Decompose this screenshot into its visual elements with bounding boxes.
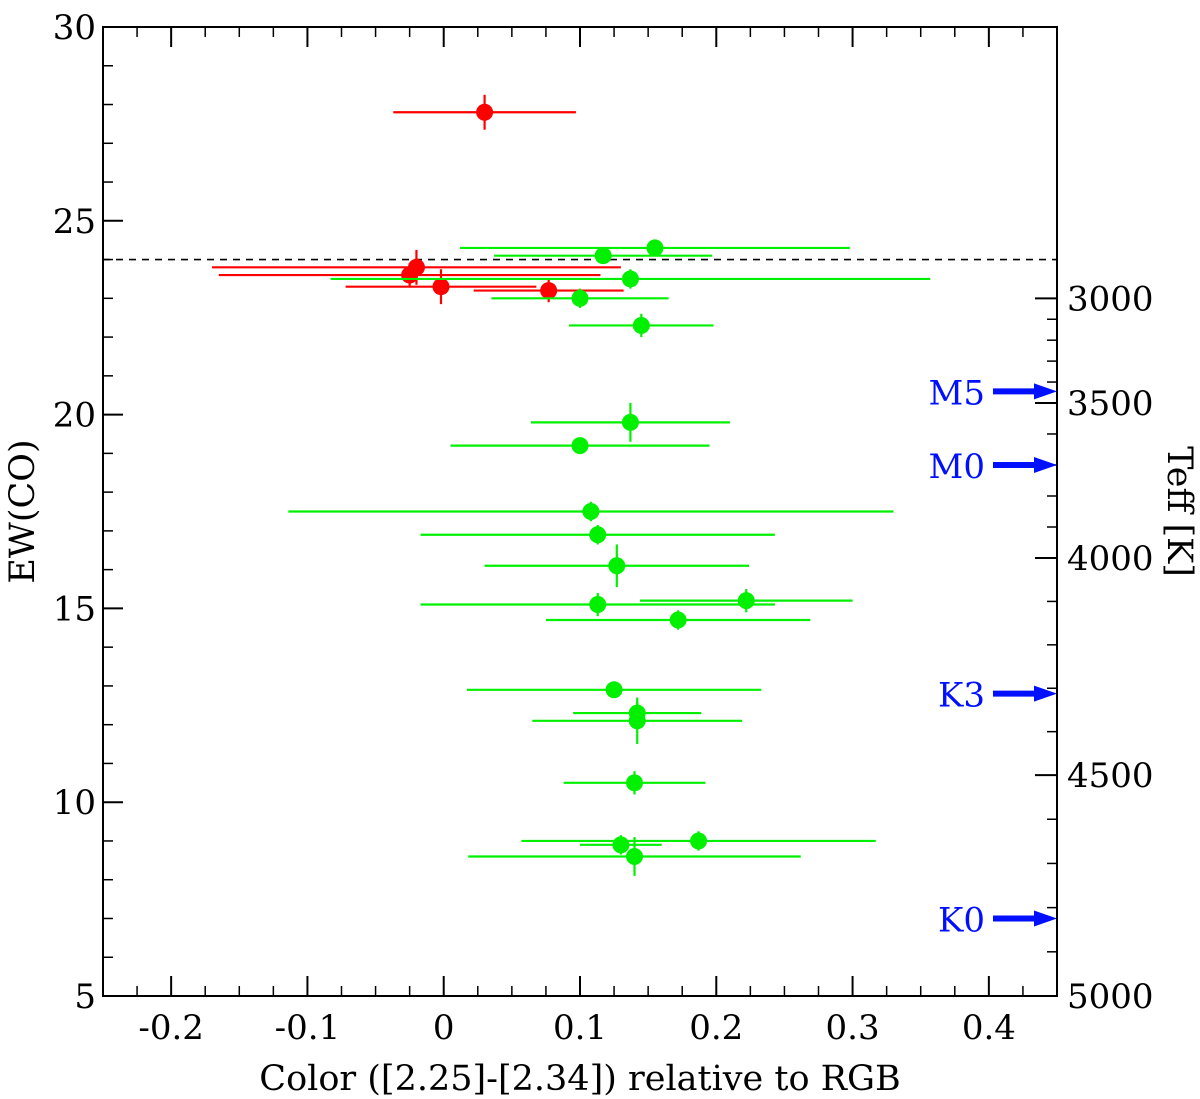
spectral-marker-m5: M5 <box>929 373 1057 413</box>
data-point <box>690 832 708 850</box>
data-point <box>628 712 646 730</box>
data-point <box>621 270 639 288</box>
x-tick-label: 0.3 <box>826 1008 880 1048</box>
y-tick-label: 20 <box>53 396 96 436</box>
data-point <box>621 413 639 431</box>
spectral-type-markers: M5 M0 K3 K0 <box>929 373 1057 940</box>
arrow-head-icon <box>1034 685 1057 702</box>
arrow-head-icon <box>1034 456 1057 473</box>
teff-tick-label: 5000 <box>1067 977 1154 1017</box>
x-tick-label: 0.4 <box>962 1008 1016 1048</box>
x-tick-label: -0.1 <box>275 1008 341 1048</box>
data-point <box>571 289 589 307</box>
x-tick-label: 0 <box>433 1008 455 1048</box>
spectral-type-label: K0 <box>938 900 985 940</box>
data-point <box>582 503 600 520</box>
data-point <box>571 437 589 455</box>
axes-group: -0.2 -0.1 0 0.1 0.2 0.3 0.4 5 10 15 20 25 30 3000 3500… <box>53 8 1154 1048</box>
y-tick-label: 10 <box>53 783 96 823</box>
data-point <box>626 774 644 792</box>
x-tick-label: 0.1 <box>553 1008 607 1048</box>
y-tick-label: 30 <box>53 8 96 48</box>
data-point <box>589 596 607 614</box>
data-point <box>626 847 644 865</box>
spectral-marker-m0: M0 <box>929 447 1057 487</box>
data-point <box>737 592 755 610</box>
data-point <box>432 278 450 296</box>
data-point <box>605 681 623 699</box>
y-tick-label: 15 <box>53 589 96 629</box>
spectral-marker-k3: K3 <box>938 676 1057 716</box>
y-tick-label: 5 <box>74 977 96 1017</box>
data-series-group <box>212 94 931 876</box>
data-point <box>632 316 650 334</box>
teff-tick-label: 3000 <box>1067 279 1154 319</box>
teff-tick-label: 4000 <box>1067 539 1154 579</box>
arrow-head-icon <box>1034 383 1057 400</box>
series-0 <box>212 94 624 305</box>
spectral-type-label: M5 <box>929 373 985 413</box>
teff-tick-label: 3500 <box>1067 384 1154 424</box>
x-tick-label: -0.2 <box>138 1008 204 1048</box>
arrow-head-icon <box>1034 910 1057 927</box>
teff-tick-label: 4500 <box>1067 756 1154 796</box>
data-point <box>476 103 494 121</box>
data-point <box>594 247 612 265</box>
data-point <box>589 526 607 544</box>
data-point <box>669 611 687 629</box>
spectral-marker-k0: K0 <box>938 900 1057 940</box>
data-point <box>540 282 558 300</box>
data-point <box>401 266 419 284</box>
spectral-type-label: M0 <box>929 447 985 487</box>
x-axis-label: Color ([2.25]-[2.34]) relative to RGB <box>259 1059 900 1099</box>
y-axis-label: EW(CO) <box>3 439 43 583</box>
series-1 <box>288 239 931 876</box>
y-tick-label: 25 <box>53 202 96 242</box>
spectral-type-label: K3 <box>938 676 985 716</box>
right-axis-label: Teff [K] <box>1159 446 1199 577</box>
data-point <box>608 557 626 575</box>
data-point <box>612 836 630 854</box>
x-tick-label: 0.2 <box>689 1008 743 1048</box>
data-point <box>646 239 664 257</box>
